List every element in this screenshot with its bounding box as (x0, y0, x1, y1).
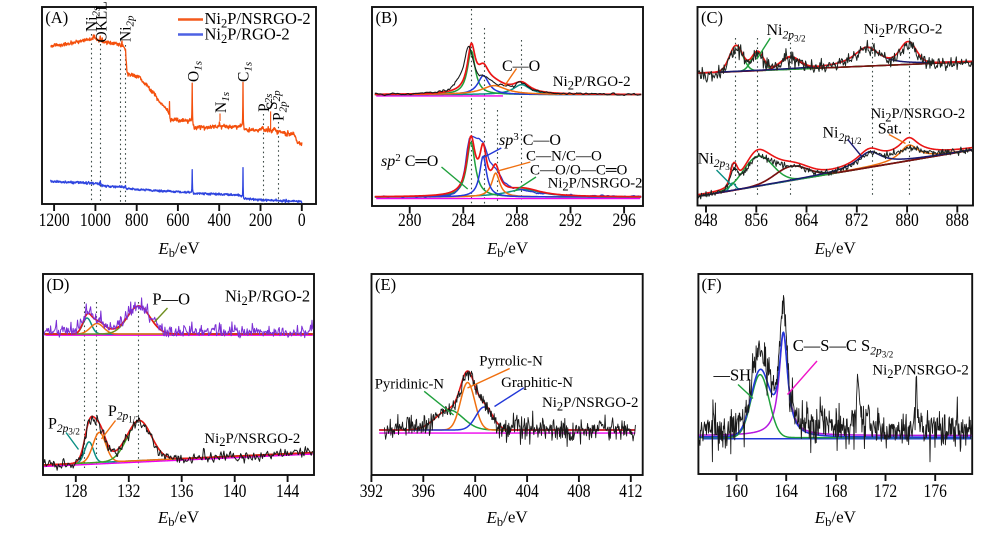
svg-text:Ni2P/NSRGO-2: Ni2P/NSRGO-2 (542, 395, 638, 413)
svg-text:Eb/eV: Eb/eV (486, 239, 529, 261)
svg-text:Eb/eV: Eb/eV (157, 508, 200, 530)
svg-text:Ni2P/RGO-2: Ni2P/RGO-2 (553, 74, 631, 92)
svg-text:168: 168 (824, 481, 847, 502)
svg-text:856: 856 (745, 210, 769, 231)
svg-text:Eb/eV: Eb/eV (814, 508, 857, 530)
svg-text:Ni2P/NSRGO-2: Ni2P/NSRGO-2 (548, 175, 643, 193)
svg-text:Eb/eV: Eb/eV (814, 239, 857, 261)
svg-text:Ni2P/NSRGO-2: Ni2P/NSRGO-2 (872, 363, 968, 381)
svg-text:864: 864 (795, 210, 819, 231)
svg-text:292: 292 (559, 210, 582, 231)
svg-text:—SH: —SH (713, 365, 752, 384)
svg-text:(D): (D) (47, 275, 70, 294)
svg-text:sp2 C═O: sp2 C═O (381, 152, 438, 170)
svg-text:392: 392 (360, 481, 383, 502)
svg-text:200: 200 (249, 210, 272, 231)
svg-text:sp3 C—O: sp3 C—O (499, 131, 561, 149)
svg-text:404: 404 (515, 481, 539, 502)
svg-text:128: 128 (64, 481, 87, 502)
svg-text:0: 0 (298, 210, 306, 231)
svg-text:1200: 1200 (39, 210, 70, 231)
svg-text:136: 136 (170, 481, 194, 502)
svg-text:Pyrrolic-N: Pyrrolic-N (479, 354, 543, 370)
svg-text:C—N/C—O: C—N/C—O (526, 149, 602, 165)
svg-text:172: 172 (874, 481, 897, 502)
svg-text:Ni2P/NSRGO-2: Ni2P/NSRGO-2 (204, 431, 300, 449)
svg-text:Sat.: Sat. (878, 121, 902, 138)
svg-text:140: 140 (223, 481, 246, 502)
svg-text:164: 164 (775, 481, 799, 502)
svg-text:872: 872 (845, 210, 868, 231)
svg-text:600: 600 (166, 210, 189, 231)
svg-text:288: 288 (505, 210, 528, 231)
svg-text:Ni2P/RGO-2: Ni2P/RGO-2 (864, 21, 943, 40)
svg-text:Ni2P/NSRGO-2: Ni2P/NSRGO-2 (205, 9, 311, 30)
svg-text:400: 400 (208, 210, 231, 231)
svg-text:C—S—C S2p3/2: C—S—C S2p3/2 (793, 336, 894, 359)
svg-text:Pyridinic-N: Pyridinic-N (375, 377, 445, 393)
svg-text:(B): (B) (376, 8, 398, 27)
svg-text:Graphitic-N: Graphitic-N (501, 375, 573, 391)
svg-text:Ni2P/RGO-2: Ni2P/RGO-2 (225, 287, 310, 308)
svg-text:(E): (E) (375, 275, 396, 294)
svg-text:Ni2P/NSRGO-2: Ni2P/NSRGO-2 (871, 106, 966, 124)
svg-text:(F): (F) (702, 275, 722, 294)
svg-text:P—O: P—O (152, 290, 190, 309)
svg-text:888: 888 (946, 210, 969, 231)
svg-text:408: 408 (567, 481, 590, 502)
svg-text:160: 160 (725, 481, 748, 502)
svg-text:144: 144 (276, 481, 300, 502)
svg-text:(A): (A) (45, 8, 68, 27)
svg-text:C—O: C—O (502, 58, 540, 75)
svg-text:Eb/eV: Eb/eV (157, 239, 200, 261)
svg-text:Eb/eV: Eb/eV (486, 508, 529, 530)
svg-text:412: 412 (619, 481, 642, 502)
svg-text:284: 284 (452, 210, 476, 231)
svg-text:Ni2P/RGO-2: Ni2P/RGO-2 (205, 25, 290, 46)
svg-text:400: 400 (464, 481, 487, 502)
svg-text:(C): (C) (701, 8, 723, 27)
svg-text:C—O/O—C═O: C—O/O—C═O (530, 163, 627, 179)
svg-text:176: 176 (924, 481, 948, 502)
svg-text:396: 396 (412, 481, 436, 502)
svg-text:1000: 1000 (80, 210, 111, 231)
svg-text:848: 848 (694, 210, 717, 231)
svg-text:296: 296 (612, 210, 636, 231)
svg-text:800: 800 (125, 210, 148, 231)
svg-text:880: 880 (895, 210, 918, 231)
svg-text:280: 280 (398, 210, 421, 231)
svg-text:OKLL: OKLL (94, 1, 111, 42)
svg-text:132: 132 (117, 481, 140, 502)
